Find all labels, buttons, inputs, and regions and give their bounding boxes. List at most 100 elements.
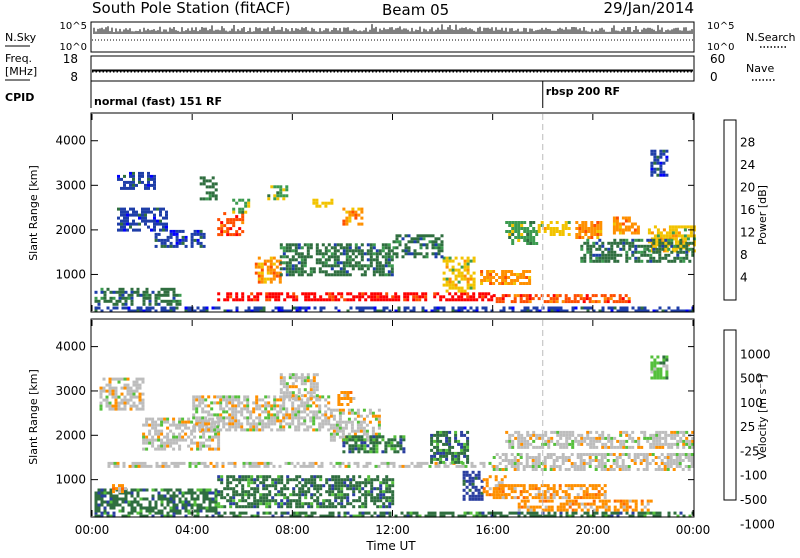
colorbar-tick-label: 4 xyxy=(740,271,748,285)
echo-cell xyxy=(216,416,219,419)
echo-cell xyxy=(179,230,182,233)
echo-region xyxy=(493,453,694,471)
echo-cell xyxy=(640,260,643,263)
echo-cell xyxy=(547,487,550,490)
echo-cell xyxy=(295,295,298,298)
echo-cell xyxy=(342,223,345,226)
echo-cell xyxy=(529,443,532,446)
echo-cell xyxy=(545,506,548,509)
echo-cell xyxy=(289,478,292,481)
echo-cell xyxy=(234,410,237,413)
echo-cell xyxy=(442,461,445,464)
echo-cell xyxy=(222,419,225,422)
echo-cell xyxy=(209,501,212,504)
echo-cell xyxy=(688,446,691,449)
echo-cell xyxy=(526,496,529,499)
echo-cell xyxy=(280,267,283,270)
echo-cell xyxy=(373,502,376,505)
echo-cell xyxy=(163,421,166,424)
echo-cell xyxy=(132,223,135,226)
echo-cell xyxy=(313,388,316,391)
echo-cell xyxy=(535,437,538,440)
echo-cell xyxy=(375,433,378,436)
echo-cell xyxy=(492,282,495,285)
echo-cell xyxy=(408,465,411,468)
echo-cell xyxy=(499,462,502,465)
echo-cell xyxy=(456,465,459,468)
echo-cell xyxy=(204,422,207,425)
echo-cell xyxy=(149,507,152,510)
echo-cell xyxy=(256,475,259,478)
echo-cell xyxy=(545,509,548,512)
echo-cell xyxy=(265,496,268,499)
echo-cell xyxy=(595,260,598,263)
echo-cell xyxy=(141,172,144,175)
echo-cell xyxy=(316,258,319,261)
echo-cell xyxy=(352,258,355,261)
echo-cell xyxy=(478,489,481,492)
echo-cell xyxy=(213,428,216,431)
echo-cell xyxy=(517,224,520,227)
echo-cell xyxy=(535,462,538,465)
echo-cell xyxy=(358,496,361,499)
power-colorbar-label: Power [dB] xyxy=(756,185,769,245)
echo-cell xyxy=(125,297,128,300)
echo-cell xyxy=(517,236,520,239)
echo-cell xyxy=(575,233,578,236)
echo-cell xyxy=(261,462,264,465)
echo-cell xyxy=(112,387,115,390)
echo-cell xyxy=(313,481,316,484)
echo-cell xyxy=(343,496,346,499)
echo-cell xyxy=(387,462,390,465)
echo-cell xyxy=(334,273,337,276)
echo-cell xyxy=(461,290,464,293)
echo-cell xyxy=(526,239,529,242)
echo-cell xyxy=(547,227,550,230)
echo-cell xyxy=(517,434,520,437)
echo-cell xyxy=(640,245,643,248)
echo-cell xyxy=(592,294,595,297)
echo-cell xyxy=(348,438,351,441)
echo-cell xyxy=(138,223,141,226)
echo-cell xyxy=(674,512,677,515)
echo-cell xyxy=(402,435,405,438)
echo-cell xyxy=(142,433,145,436)
echo-cell xyxy=(502,487,505,490)
echo-cell xyxy=(337,481,340,484)
echo-cell xyxy=(678,234,681,237)
echo-cell xyxy=(430,458,433,461)
echo-cell xyxy=(195,410,198,413)
echo-cell xyxy=(646,248,649,251)
echo-cell xyxy=(470,278,473,281)
echo-cell xyxy=(170,510,173,513)
echo-cell xyxy=(673,245,676,248)
echo-cell xyxy=(556,493,559,496)
echo-cell xyxy=(556,297,559,300)
echo-cell xyxy=(340,292,343,295)
echo-cell xyxy=(538,227,541,230)
echo-cell xyxy=(592,440,595,443)
echo-cell xyxy=(261,419,264,422)
echo-cell xyxy=(205,445,208,448)
echo-cell xyxy=(631,226,634,229)
echo-cell xyxy=(115,399,118,402)
echo-cell xyxy=(334,493,337,496)
echo-cell xyxy=(393,462,396,465)
echo-cell xyxy=(234,428,237,431)
echo-cell xyxy=(135,184,138,187)
echo-cell xyxy=(413,512,416,515)
echo-cell xyxy=(280,487,283,490)
echo-cell xyxy=(279,194,282,197)
echo-cell xyxy=(115,390,118,393)
echo-cell xyxy=(268,292,271,295)
echo-cell xyxy=(253,496,256,499)
echo-cell xyxy=(568,443,571,446)
echo-cell xyxy=(589,496,592,499)
echo-cell xyxy=(352,499,355,502)
echo-cell xyxy=(279,185,282,188)
echo-cell xyxy=(229,295,232,298)
echo-cell xyxy=(415,295,418,298)
echo-cell xyxy=(538,437,541,440)
echo-cell xyxy=(548,506,551,509)
echo-cell xyxy=(301,273,304,276)
